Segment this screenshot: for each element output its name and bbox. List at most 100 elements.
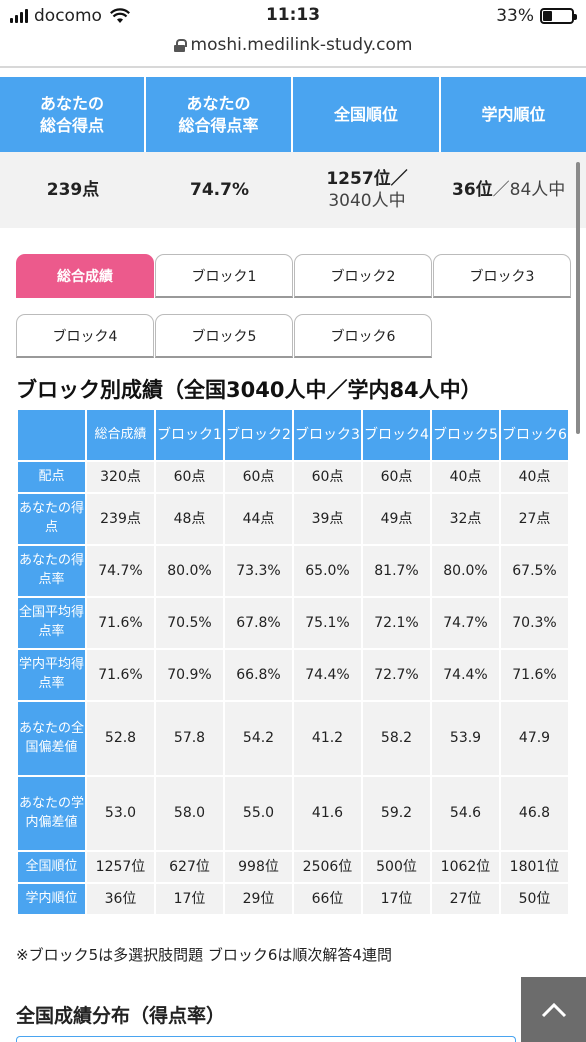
battery-icon [540,8,577,24]
table-cell: 320点 [87,462,154,492]
section-title: ブロック別成績（全国3040人中／学内84人中） [16,378,482,402]
table-cell: 2506位 [294,852,361,882]
tab-total[interactable]: 総合成績 [16,254,154,298]
status-time: 11:13 [265,5,321,25]
scrollbar[interactable] [576,162,580,434]
table-cell: 72.1% [363,598,430,648]
column-header: ブロック4 [363,410,430,460]
table-cell: 1801位 [501,852,568,882]
table-cell: 66.8% [225,650,292,700]
table-cell: 27点 [501,494,568,544]
distribution-frame [16,1036,516,1042]
row-header: 学内平均得点率 [18,650,85,700]
table-cell: 80.0% [156,546,223,596]
row-header: 全国平均得点率 [18,598,85,648]
header-national-rank: 全国順位 [293,77,441,152]
total-rate-value: 74.7% [190,179,249,200]
table-cell: 73.3% [225,546,292,596]
table-cell: 67.5% [501,546,568,596]
header-total-score: あなたの 総合得点 [0,77,146,152]
table-row: 配点 320点 60点 60点 60点 60点 40点 40点 [18,462,568,492]
table-cell: 70.5% [156,598,223,648]
table-cell: 72.7% [363,650,430,700]
table-row: 学内平均得点率 71.6% 70.9% 66.8% 74.4% 72.7% 74.4% 71.… [18,650,568,700]
row-header: あなたの学内偏差値 [18,777,85,850]
table-cell: 39点 [294,494,361,544]
tab-block-6[interactable]: ブロック6 [294,314,432,358]
summary-header: あなたの 総合得点 あなたの 総合得点率 全国順位 学内順位 [0,77,586,152]
column-header: ブロック1 [156,410,223,460]
table-cell: 47.9 [501,702,568,775]
status-bar: docomo 11:13 33% [0,0,586,30]
table-cell: 53.0 [87,777,154,850]
table-cell: 44点 [225,494,292,544]
divider [0,66,586,68]
table-cell: 41.6 [294,777,361,850]
table-cell: 70.9% [156,650,223,700]
table-row: あなたの得点率 74.7% 80.0% 73.3% 65.0% 81.7% 80.0% 67.… [18,546,568,596]
table-cell: 627位 [156,852,223,882]
table-cell: 239点 [87,494,154,544]
table-cell: 67.8% [225,598,292,648]
table-cell: 80.0% [432,546,499,596]
address-bar[interactable]: moshi.medilink-study.com [0,30,586,60]
table-cell: 71.6% [87,598,154,648]
table-cell: 74.7% [432,598,499,648]
total-score-value: 239点 [46,179,100,200]
block-results-table: 総合成績 ブロック1 ブロック2 ブロック3 ブロック4 ブロック5 ブロック6… [16,408,570,916]
column-header: ブロック2 [225,410,292,460]
header-school-rank: 学内順位 [441,77,586,152]
row-header: あなたの得点 [18,494,85,544]
tab-block-1[interactable]: ブロック1 [155,254,293,298]
table-cell: 75.1% [294,598,361,648]
footnote: ※ブロック5は多選択肢問題 ブロック6は順次解答4連問 [16,946,392,964]
table-cell: 81.7% [363,546,430,596]
table-row: あなたの全国偏差値 52.8 57.8 54.2 41.2 58.2 53.9 47.9 [18,702,568,775]
table-cell: 17位 [156,884,223,914]
row-header: あなたの全国偏差値 [18,702,85,775]
table-cell: 27位 [432,884,499,914]
table-cell: 998位 [225,852,292,882]
scroll-to-top-button[interactable] [521,977,586,1042]
signal-icon [10,9,28,23]
table-cell: 40点 [501,462,568,492]
chevron-up-icon [541,1002,566,1017]
table-cell: 59.2 [363,777,430,850]
column-header: ブロック3 [294,410,361,460]
table-cell: 60点 [225,462,292,492]
column-header: ブロック6 [501,410,568,460]
table-cell: 54.2 [225,702,292,775]
table-cell: 70.3% [501,598,568,648]
tab-block-2[interactable]: ブロック2 [294,254,432,298]
lock-icon [173,38,187,52]
table-header-row: 総合成績 ブロック1 ブロック2 ブロック3 ブロック4 ブロック5 ブロック6 [18,410,568,460]
table-cell: 17位 [363,884,430,914]
table-row: 学内順位 36位 17位 29位 66位 17位 27位 50位 [18,884,568,914]
table-cell: 66位 [294,884,361,914]
table-cell: 58.0 [156,777,223,850]
table-cell: 40点 [432,462,499,492]
table-cell: 48点 [156,494,223,544]
header-total-rate: あなたの 総合得点率 [146,77,293,152]
table-cell: 65.0% [294,546,361,596]
row-header: 学内順位 [18,884,85,914]
table-row: あなたの得点 239点 48点 44点 39点 49点 32点 27点 [18,494,568,544]
tab-block-4[interactable]: ブロック4 [16,314,154,358]
carrier-label: docomo [34,6,102,26]
school-rank-value: 36位 ／84人中 [441,152,586,228]
summary-values: 239点 74.7% 1257位／ 3040人中 36位 ／84人中 [0,152,586,228]
national-rank-value: 1257位／ 3040人中 [293,152,441,228]
battery-percent: 33% [496,6,534,26]
table-cell: 46.8 [501,777,568,850]
row-header: 全国順位 [18,852,85,882]
status-right: 33% [496,6,577,26]
tab-block-3[interactable]: ブロック3 [433,254,571,298]
wifi-icon [109,8,130,23]
table-cell: 60点 [363,462,430,492]
table-row: 全国平均得点率 71.6% 70.5% 67.8% 75.1% 72.1% 74.7% 70.… [18,598,568,648]
column-header: 総合成績 [87,410,154,460]
national-rank-total: 3040人中 [328,191,406,211]
table-cell: 71.6% [501,650,568,700]
table-cell: 57.8 [156,702,223,775]
tab-block-5[interactable]: ブロック5 [155,314,293,358]
